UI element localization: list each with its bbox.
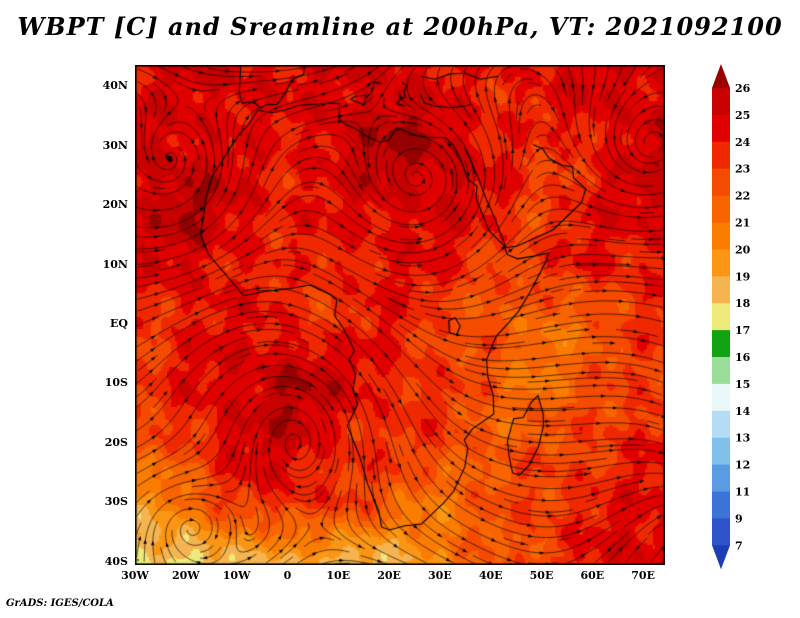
colorbar-tick-label: 21 — [735, 217, 750, 230]
colorbar-segment — [712, 518, 730, 546]
colorbar: 26 25 24 23 22 21 20 19 18 17 16 15 14 13 12 11 9 7 — [712, 64, 751, 570]
colorbar-segment — [712, 464, 730, 492]
colorbar-tick-label: 16 — [735, 351, 751, 364]
x-axis-label: 20E — [377, 569, 401, 582]
colorbar-segment — [712, 222, 730, 250]
colorbar-tick-label: 24 — [735, 136, 751, 149]
colorbar-segment — [712, 168, 730, 196]
colorbar-tick-label: 22 — [735, 190, 750, 203]
colorbar-segment — [712, 303, 730, 331]
x-axis-label: 60E — [580, 569, 605, 582]
plot-title: WBPT [C] and Sreamline at 200hPa, VT: 20… — [17, 12, 783, 41]
x-axis-label: 40E — [478, 569, 503, 582]
x-axis-label: 0 — [283, 569, 292, 582]
y-axis-label: 40S — [104, 554, 128, 568]
colorbar-tick-label: 7 — [735, 539, 743, 552]
colorbar-segment — [712, 357, 730, 385]
colorbar-segment — [712, 114, 730, 143]
x-axis-label: 30E — [428, 569, 452, 582]
x-axis-label: 50E — [529, 569, 554, 582]
colorbar-tick-label: 15 — [735, 378, 750, 391]
colorbar-tick-label: 19 — [735, 270, 750, 283]
colorbar-tick-label: 18 — [735, 297, 751, 310]
colorbar-tick-label: 11 — [735, 486, 750, 499]
colorbar-segment — [712, 437, 730, 465]
colorbar-segment — [712, 141, 730, 170]
x-axis-label: 10E — [326, 569, 351, 582]
colorbar-arrow-top — [712, 64, 730, 88]
y-axis-label: 20S — [104, 435, 128, 449]
y-axis-label: 40N — [102, 79, 128, 93]
colorbar-tick-label: 25 — [735, 109, 750, 122]
x-axis-label: 70E — [631, 569, 655, 582]
y-axis-label: 10N — [102, 257, 128, 271]
x-axis-label: 10W — [222, 569, 251, 582]
y-axis-label: 20N — [102, 198, 128, 212]
colorbar-segment — [712, 88, 730, 116]
colorbar-tick-label: 26 — [735, 82, 751, 95]
colorbar-segment — [712, 276, 730, 304]
colorbar-tick-label: 17 — [735, 324, 750, 337]
colorbar-segment — [712, 330, 730, 358]
colorbar-segment — [712, 491, 730, 519]
colorbar-tick-label: 12 — [735, 459, 750, 472]
colorbar-segment — [712, 249, 730, 277]
x-axis-label: 20W — [171, 569, 200, 582]
y-axis-label: 30N — [102, 138, 128, 152]
colorbar-tick-label: 14 — [735, 405, 751, 418]
colorbar-segment — [712, 410, 730, 439]
colorbar-tick-label: 13 — [735, 432, 750, 445]
colorbar-tick-label: 9 — [735, 512, 743, 525]
y-axis-label: 30S — [104, 495, 128, 509]
map-canvas — [135, 65, 665, 565]
colorbar-tick-label: 20 — [735, 243, 751, 256]
colorbar-segment — [712, 195, 730, 223]
x-axis-label: 30W — [121, 569, 149, 582]
credit-text: GrADS: IGES/COLA — [6, 598, 114, 609]
colorbar-tick-label: 23 — [735, 163, 750, 176]
y-axis-label: EQ — [110, 317, 128, 331]
colorbar-arrow-bottom — [712, 545, 730, 570]
colorbar-segment — [712, 383, 730, 412]
y-axis-label: 10S — [104, 376, 128, 390]
